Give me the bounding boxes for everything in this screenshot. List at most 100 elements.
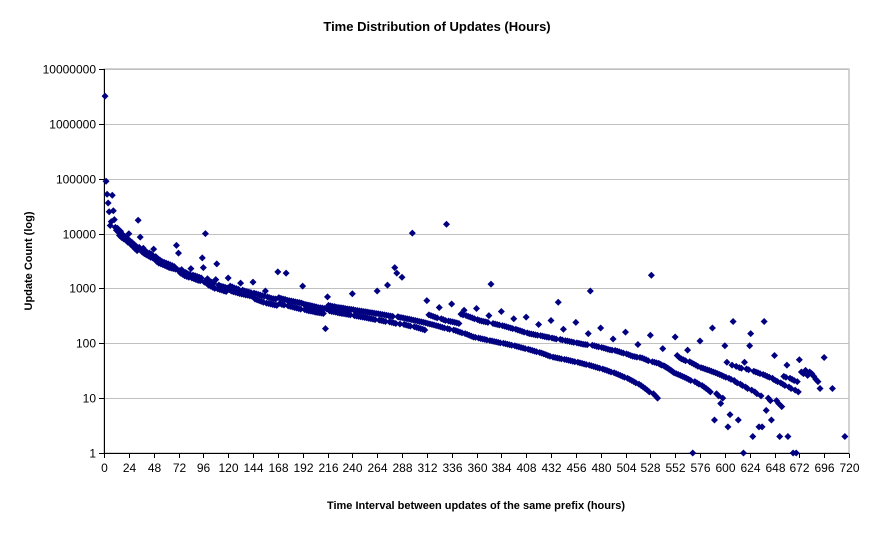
x-tick-label: 120 [218,461,238,475]
x-axis-ticks: 0 24 48 72 96 120 144 168 192 216 240 264 288 312 336 3… [101,453,860,475]
data-point [559,325,567,333]
data-point [510,315,518,323]
data-point [795,356,803,364]
data-point [373,287,381,295]
plot-area-border [103,68,850,454]
data-point [136,233,144,241]
data-point [767,416,775,424]
data-point [552,335,560,343]
data-point [745,366,753,374]
data-point [814,378,822,386]
data-point [792,449,800,457]
y-tick-label: 10000000 [43,63,97,77]
x-tick-label: 456 [566,461,586,475]
data-point [535,321,543,329]
data-point [134,216,142,224]
data-point [297,305,305,313]
data-point [212,276,220,284]
data-point [187,265,195,273]
data-point [201,230,209,238]
data-point [597,324,605,332]
data-points [101,92,849,457]
data-point [172,241,180,249]
data-point [389,312,397,320]
data-point [175,249,182,257]
data-point [572,318,580,326]
data-point [103,190,111,198]
data-point [197,274,205,282]
data-point [391,264,399,272]
data-point [820,354,828,362]
data-point [766,397,774,405]
data-point [710,416,718,424]
data-point [125,230,133,238]
x-tick-label: 576 [690,461,710,475]
x-tick-label: 336 [442,461,462,475]
data-point [737,364,745,372]
x-tick-label: 240 [342,461,362,475]
data-point [734,416,742,424]
data-point [522,313,530,321]
data-point [484,318,492,326]
x-tick-label: 288 [392,461,412,475]
x-tick-label: 528 [640,461,660,475]
data-point [622,328,629,336]
x-tick-label: 360 [467,461,487,475]
data-point [398,273,406,281]
data-point [393,269,401,277]
data-point [435,303,443,311]
data-point [108,191,116,199]
data-point [460,306,468,314]
data-point [324,293,331,301]
data-point [634,341,642,349]
data-point [816,384,824,392]
data-point [274,268,282,276]
x-tick-label: 96 [197,461,211,475]
data-point [423,297,431,305]
data-point [586,287,594,295]
data-point [198,254,206,262]
x-tick-label: 648 [765,461,785,475]
x-tick-label: 144 [243,461,263,475]
data-point [740,358,748,366]
x-tick-label: 312 [417,461,437,475]
data-point [348,290,356,298]
data-point [684,346,692,354]
data-point [282,269,290,277]
x-tick-label: 504 [616,461,636,475]
x-tick-label: 480 [591,461,611,475]
data-point [384,281,392,289]
data-point [213,260,221,268]
x-tick-label: 264 [367,461,387,475]
data-point [102,177,110,185]
y-tick-label: 10000 [63,228,97,242]
y-tick-label: 10 [83,392,97,406]
data-point [719,394,727,402]
data-point [724,423,732,431]
y-tick-label: 1000 [69,282,96,296]
y-tick-label: 1 [89,447,96,461]
y-axis-title: Update Count (log) [23,211,35,310]
data-point [150,245,158,253]
data-point [757,392,765,400]
data-point [109,207,117,215]
chart-title: Time Distribution of Updates (Hours) [323,19,550,34]
x-tick-label: 720 [839,461,859,475]
data-point [406,322,414,330]
data-point [721,342,729,350]
data-point [776,432,784,440]
data-point [261,287,269,295]
data-point [448,300,456,308]
data-point [654,394,662,402]
data-point [760,317,768,325]
data-point [104,199,112,207]
data-point [319,309,327,317]
data-point [659,345,667,353]
data-point [237,279,245,287]
x-tick-label: 0 [101,461,108,475]
data-point [717,399,725,407]
y-tick-label: 100 [76,337,96,351]
y-tick-label: 100000 [56,173,96,187]
data-point [583,341,591,349]
